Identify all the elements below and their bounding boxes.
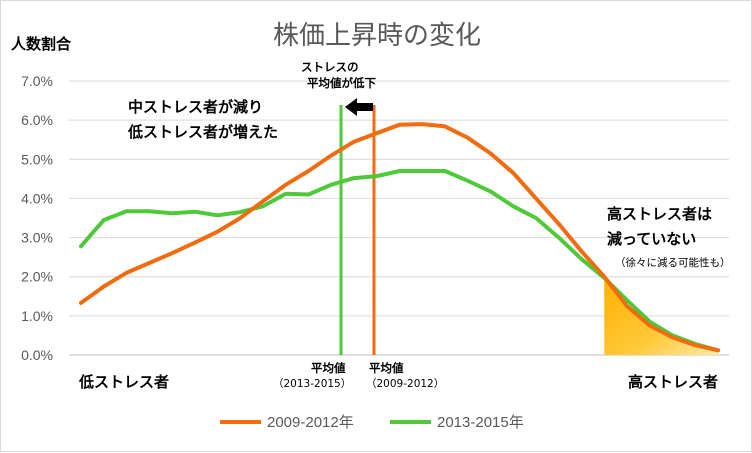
y-axis-title: 人数割合 xyxy=(11,35,72,53)
right-note-sub: （徐々に減る可能性も） xyxy=(615,256,731,269)
right-note-line1: 高ストレス者は xyxy=(607,205,712,223)
y-tick-label: 1.0% xyxy=(21,308,53,324)
legend-label-2013-2015: 2013-2015年 xyxy=(437,414,524,431)
x-axis-left-label: 低ストレス者 xyxy=(78,373,169,391)
y-tick-label: 2.0% xyxy=(21,269,53,285)
y-tick-label: 7.0% xyxy=(21,73,53,89)
avg-green-label-1: 平均値 xyxy=(311,361,346,375)
series-line-2009-2012 xyxy=(79,122,720,353)
left-note-line1: 中ストレス者が減り xyxy=(128,98,263,116)
chart-title: 株価上昇時の変化 xyxy=(273,21,481,51)
y-tick-label: 6.0% xyxy=(21,112,53,128)
x-axis-right-label: 高ストレス者 xyxy=(628,373,718,391)
right-note-line2: 減っていない xyxy=(607,230,696,248)
y-tick-label: 0.0% xyxy=(21,347,53,363)
avg-green-label-2: （2013-2015） xyxy=(273,378,351,390)
high-stress-fill-area xyxy=(604,276,718,355)
y-tick-label: 3.0% xyxy=(21,230,53,246)
legend-label-2009-2012: 2009-2012年 xyxy=(267,414,354,431)
series-lines xyxy=(79,122,720,353)
y-tick-label: 4.0% xyxy=(21,190,53,206)
left-note-line2: 低ストレス者が増えた xyxy=(127,123,278,141)
y-tick-labels: 0.0% 1.0% 2.0% 3.0% 4.0% 5.0% 6.0% 7.0% xyxy=(21,73,53,363)
avg-orange-label-1: 平均値 xyxy=(369,361,404,375)
top-note-line2: 平均値が低下 xyxy=(307,76,376,90)
avg-orange-label-2: （2009-2012） xyxy=(366,378,444,390)
legend: 2009-2012年 2013-2015年 xyxy=(220,414,524,431)
left-arrow-icon xyxy=(345,98,373,116)
gridlines xyxy=(69,80,729,356)
y-tick-label: 5.0% xyxy=(21,151,53,167)
top-note-line1: ストレスの xyxy=(301,60,359,74)
